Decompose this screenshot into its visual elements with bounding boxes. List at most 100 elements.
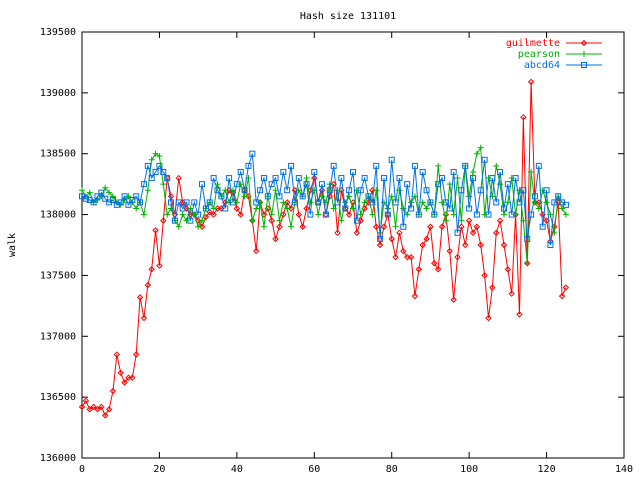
point — [373, 162, 380, 169]
point — [268, 211, 275, 218]
plot-frame — [81, 31, 625, 459]
point — [98, 189, 105, 196]
point — [473, 150, 480, 157]
point — [237, 181, 244, 188]
point — [520, 187, 527, 194]
x-tick-label: 40 — [231, 464, 243, 475]
point — [121, 379, 128, 386]
point — [241, 187, 248, 194]
point — [260, 223, 267, 230]
point — [504, 181, 511, 188]
point — [470, 175, 477, 182]
point — [168, 205, 175, 212]
point — [129, 196, 136, 203]
point — [423, 187, 430, 194]
point — [353, 229, 361, 237]
point — [458, 187, 465, 194]
point — [191, 199, 198, 206]
point — [350, 168, 356, 175]
point — [284, 205, 291, 212]
point — [435, 181, 442, 188]
point — [489, 284, 496, 291]
point — [249, 150, 256, 157]
point — [140, 181, 147, 188]
point — [226, 199, 233, 206]
point — [168, 199, 175, 206]
point — [450, 211, 457, 218]
point — [462, 162, 469, 169]
chart-title: Hash size 131101 — [300, 11, 396, 22]
point — [183, 217, 190, 224]
point — [79, 187, 85, 194]
point — [516, 199, 523, 206]
point — [454, 175, 461, 182]
point — [102, 184, 109, 191]
point — [446, 181, 453, 188]
point — [450, 296, 457, 303]
point — [249, 217, 256, 224]
point — [102, 195, 109, 202]
point — [450, 168, 457, 175]
point — [392, 199, 399, 206]
point — [516, 311, 523, 318]
point — [465, 217, 473, 224]
point — [133, 205, 140, 212]
point — [388, 193, 395, 200]
point — [454, 229, 461, 236]
point — [144, 162, 151, 169]
point — [458, 217, 465, 224]
point — [322, 211, 329, 218]
point — [504, 266, 512, 273]
point — [551, 229, 558, 236]
point — [531, 199, 538, 206]
point — [303, 175, 310, 182]
point — [280, 199, 287, 206]
point — [342, 199, 349, 206]
x-tick-label: 20 — [153, 464, 165, 475]
point — [392, 223, 399, 230]
point — [198, 223, 206, 230]
point — [330, 162, 337, 169]
point — [535, 162, 542, 169]
point — [442, 217, 449, 224]
point — [257, 187, 264, 194]
point — [187, 217, 194, 224]
point — [419, 241, 426, 249]
y-tick-label: 137500 — [40, 270, 76, 281]
point — [361, 199, 368, 206]
point — [237, 211, 244, 218]
point — [477, 187, 484, 194]
legend-label: pearson — [518, 49, 560, 60]
point — [319, 181, 326, 188]
point — [500, 241, 508, 249]
point — [137, 199, 144, 206]
legend-label: abcd64 — [524, 60, 560, 71]
point — [307, 211, 314, 218]
point — [152, 227, 159, 234]
point — [528, 168, 535, 175]
point — [481, 156, 488, 163]
point — [531, 193, 538, 200]
point — [392, 253, 399, 261]
point — [160, 181, 167, 188]
point — [199, 181, 206, 188]
point — [133, 193, 140, 200]
point — [419, 199, 426, 206]
point — [121, 193, 128, 200]
point — [423, 205, 430, 212]
x-tick-label: 100 — [460, 464, 478, 475]
point — [376, 241, 384, 249]
point — [315, 211, 322, 218]
point — [543, 187, 550, 194]
point — [485, 314, 492, 322]
point — [82, 195, 89, 202]
point — [380, 223, 388, 230]
point — [152, 168, 159, 175]
point — [485, 175, 492, 182]
point — [555, 193, 562, 200]
point — [195, 223, 202, 230]
point — [365, 193, 372, 200]
point — [199, 217, 206, 224]
point — [512, 211, 519, 218]
